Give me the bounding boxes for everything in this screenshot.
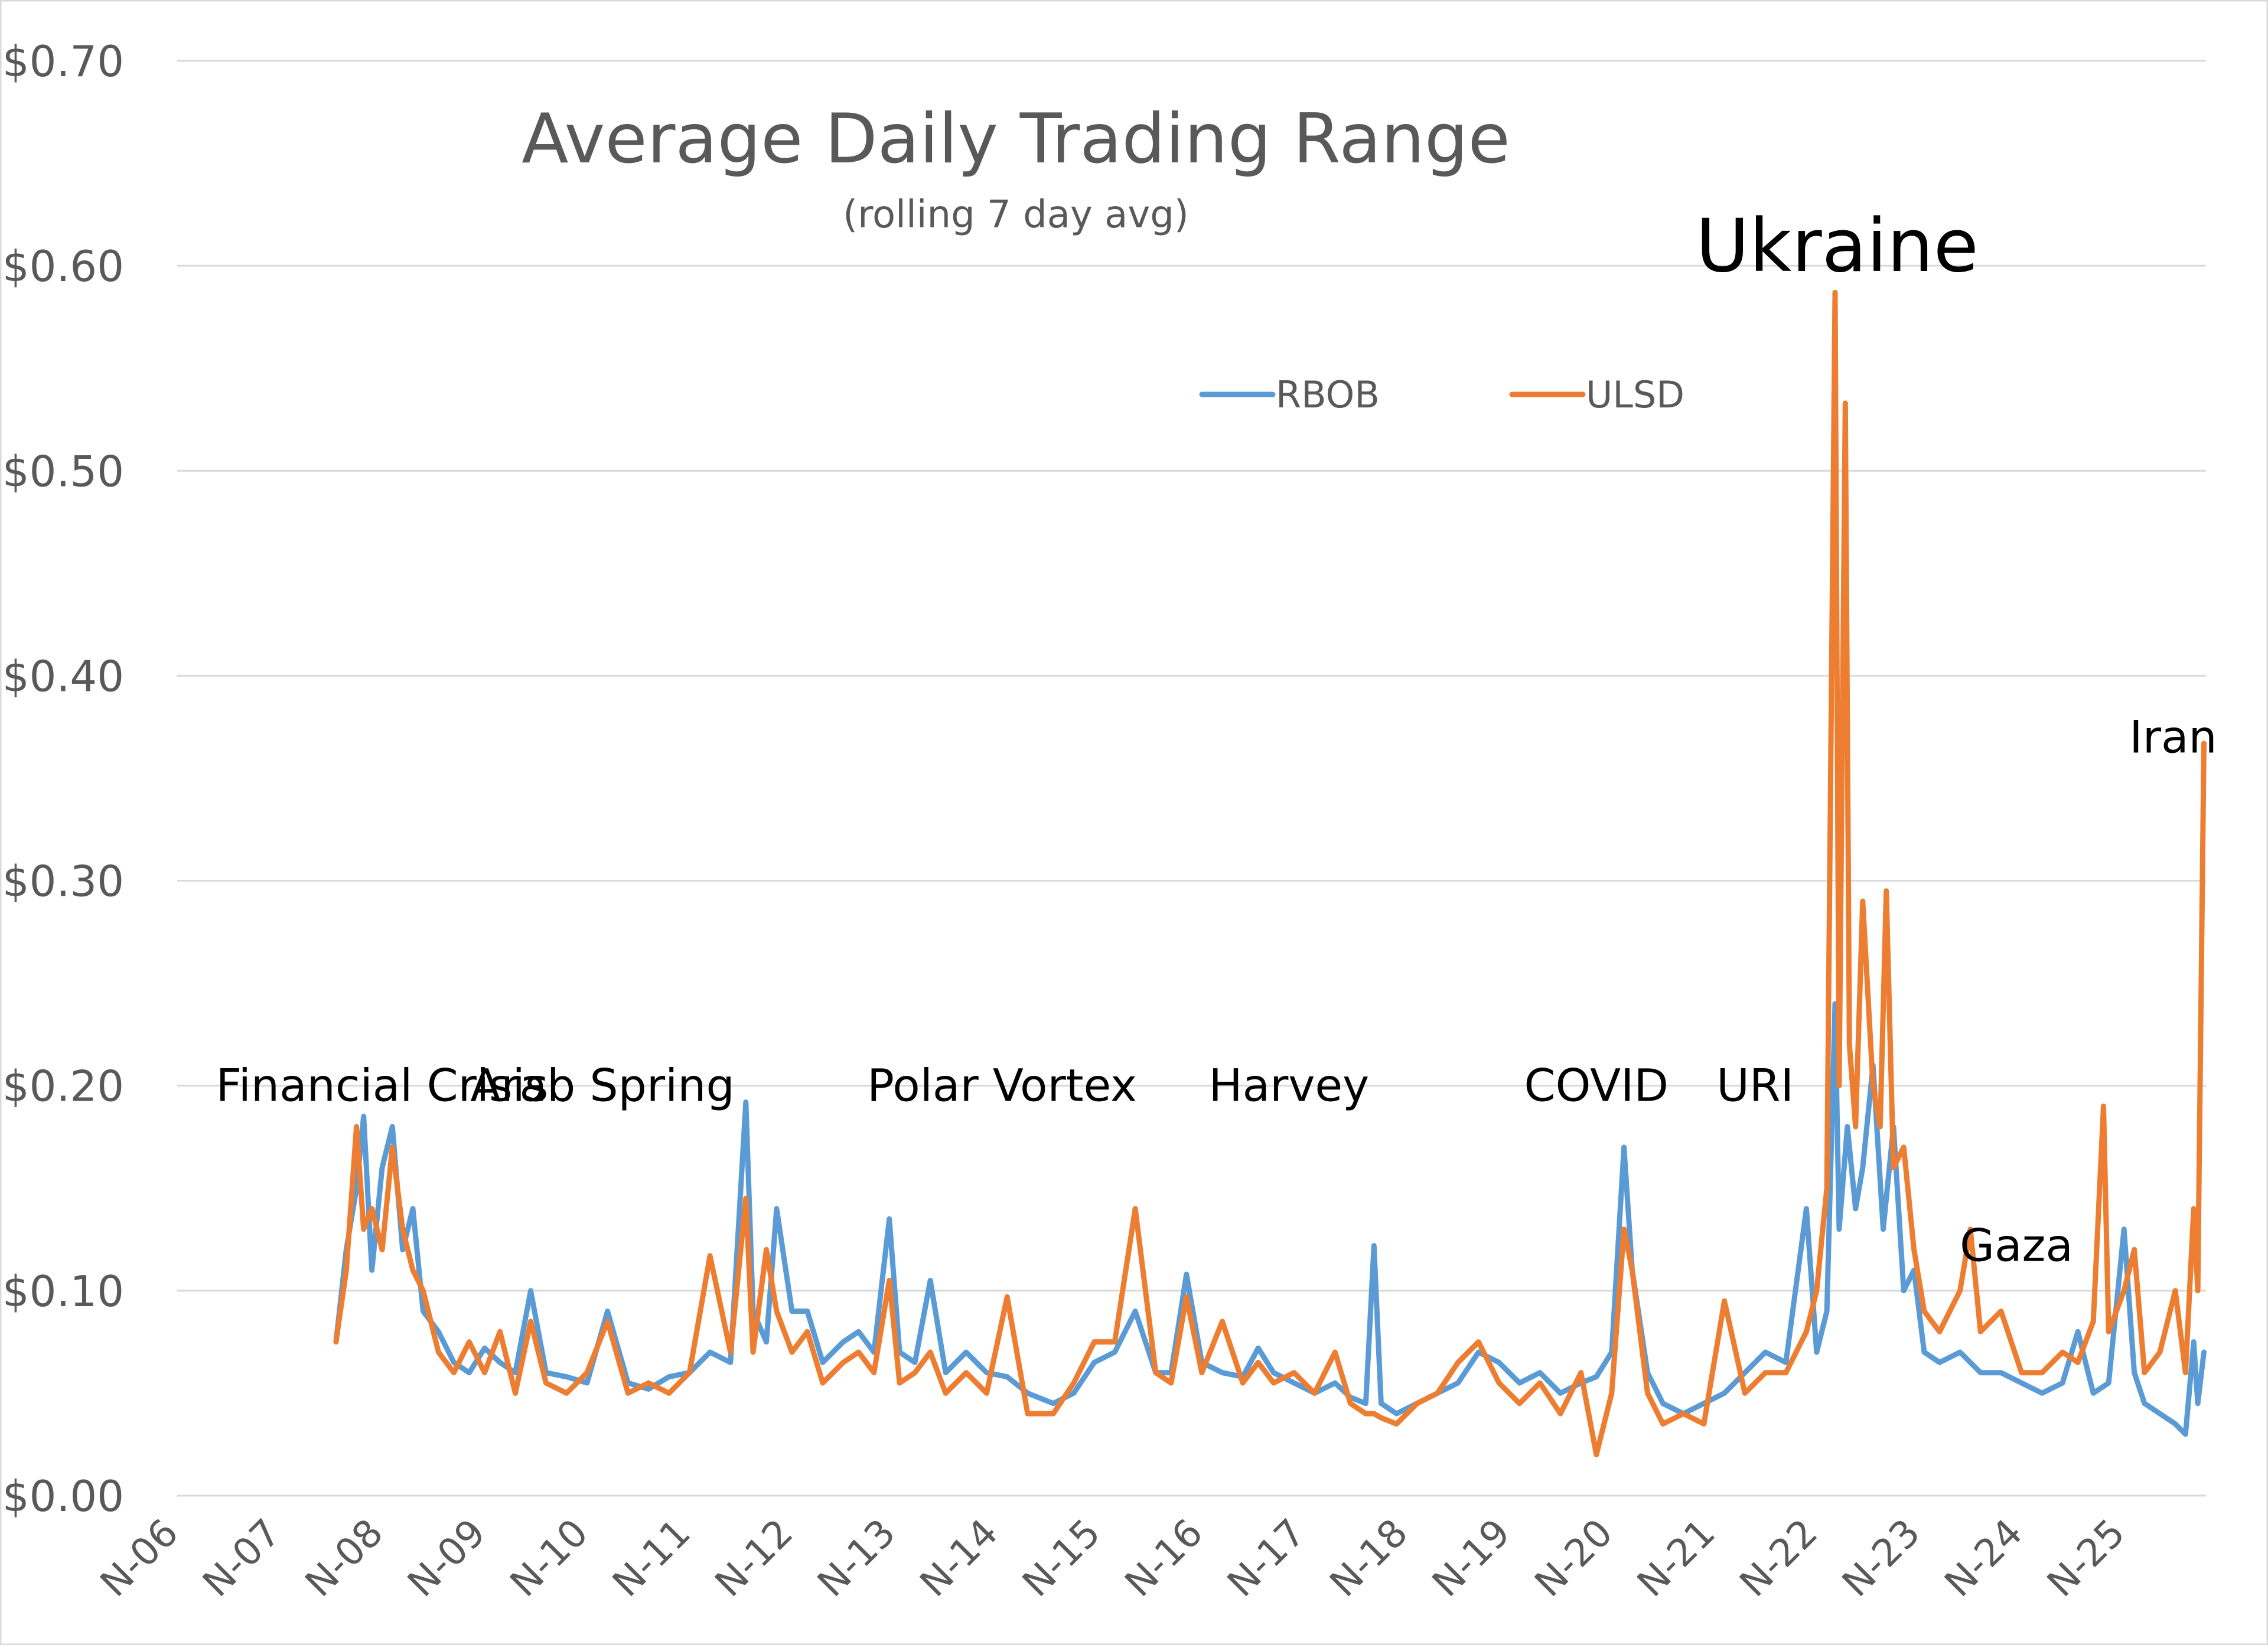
chart-subtitle: (rolling 7 day avg): [843, 193, 1189, 237]
gridlines: [177, 60, 2206, 1497]
legend-label-rbob: RBOB: [1276, 373, 1380, 416]
annotation-financial-crisis: Financial Crisis: [216, 1059, 549, 1112]
chart-title: Average Daily Trading Range: [522, 99, 1510, 179]
series-lines: [333, 289, 2207, 1458]
annotation-iran: Iran: [2129, 711, 2217, 763]
legend: RBOB ULSD: [1199, 373, 1684, 416]
annotation-harvey: Harvey: [1208, 1059, 1369, 1112]
annotation-arab-spring: Arab Spring: [470, 1059, 734, 1112]
y-tick-label: $0.30: [2, 857, 124, 906]
y-tick-label: $0.60: [2, 242, 124, 291]
y-tick-label: $0.70: [2, 37, 124, 86]
annotation-uri: URI: [1716, 1059, 1794, 1112]
annotation-ukraine: Ukraine: [1696, 204, 1979, 289]
y-tick-label: $0.40: [2, 651, 124, 701]
annotation-covid: COVID: [1524, 1059, 1669, 1112]
y-tick-label: $0.10: [2, 1267, 124, 1316]
y-tick-label: $0.50: [2, 446, 124, 496]
series-line-ulsd: [333, 289, 2207, 1458]
y-axis-tick-labels: $0.00 $0.10 $0.20 $0.30 $0.40 $0.50 $0.60 $0.70: [2, 37, 124, 1521]
y-tick-label: $0.20: [2, 1062, 124, 1111]
annotation-gaza: Gaza: [1960, 1219, 2073, 1271]
y-tick-label: $0.00: [2, 1471, 124, 1521]
legend-label-ulsd: ULSD: [1586, 373, 1684, 416]
annotation-polar-vortex: Polar Vortex: [867, 1059, 1137, 1112]
